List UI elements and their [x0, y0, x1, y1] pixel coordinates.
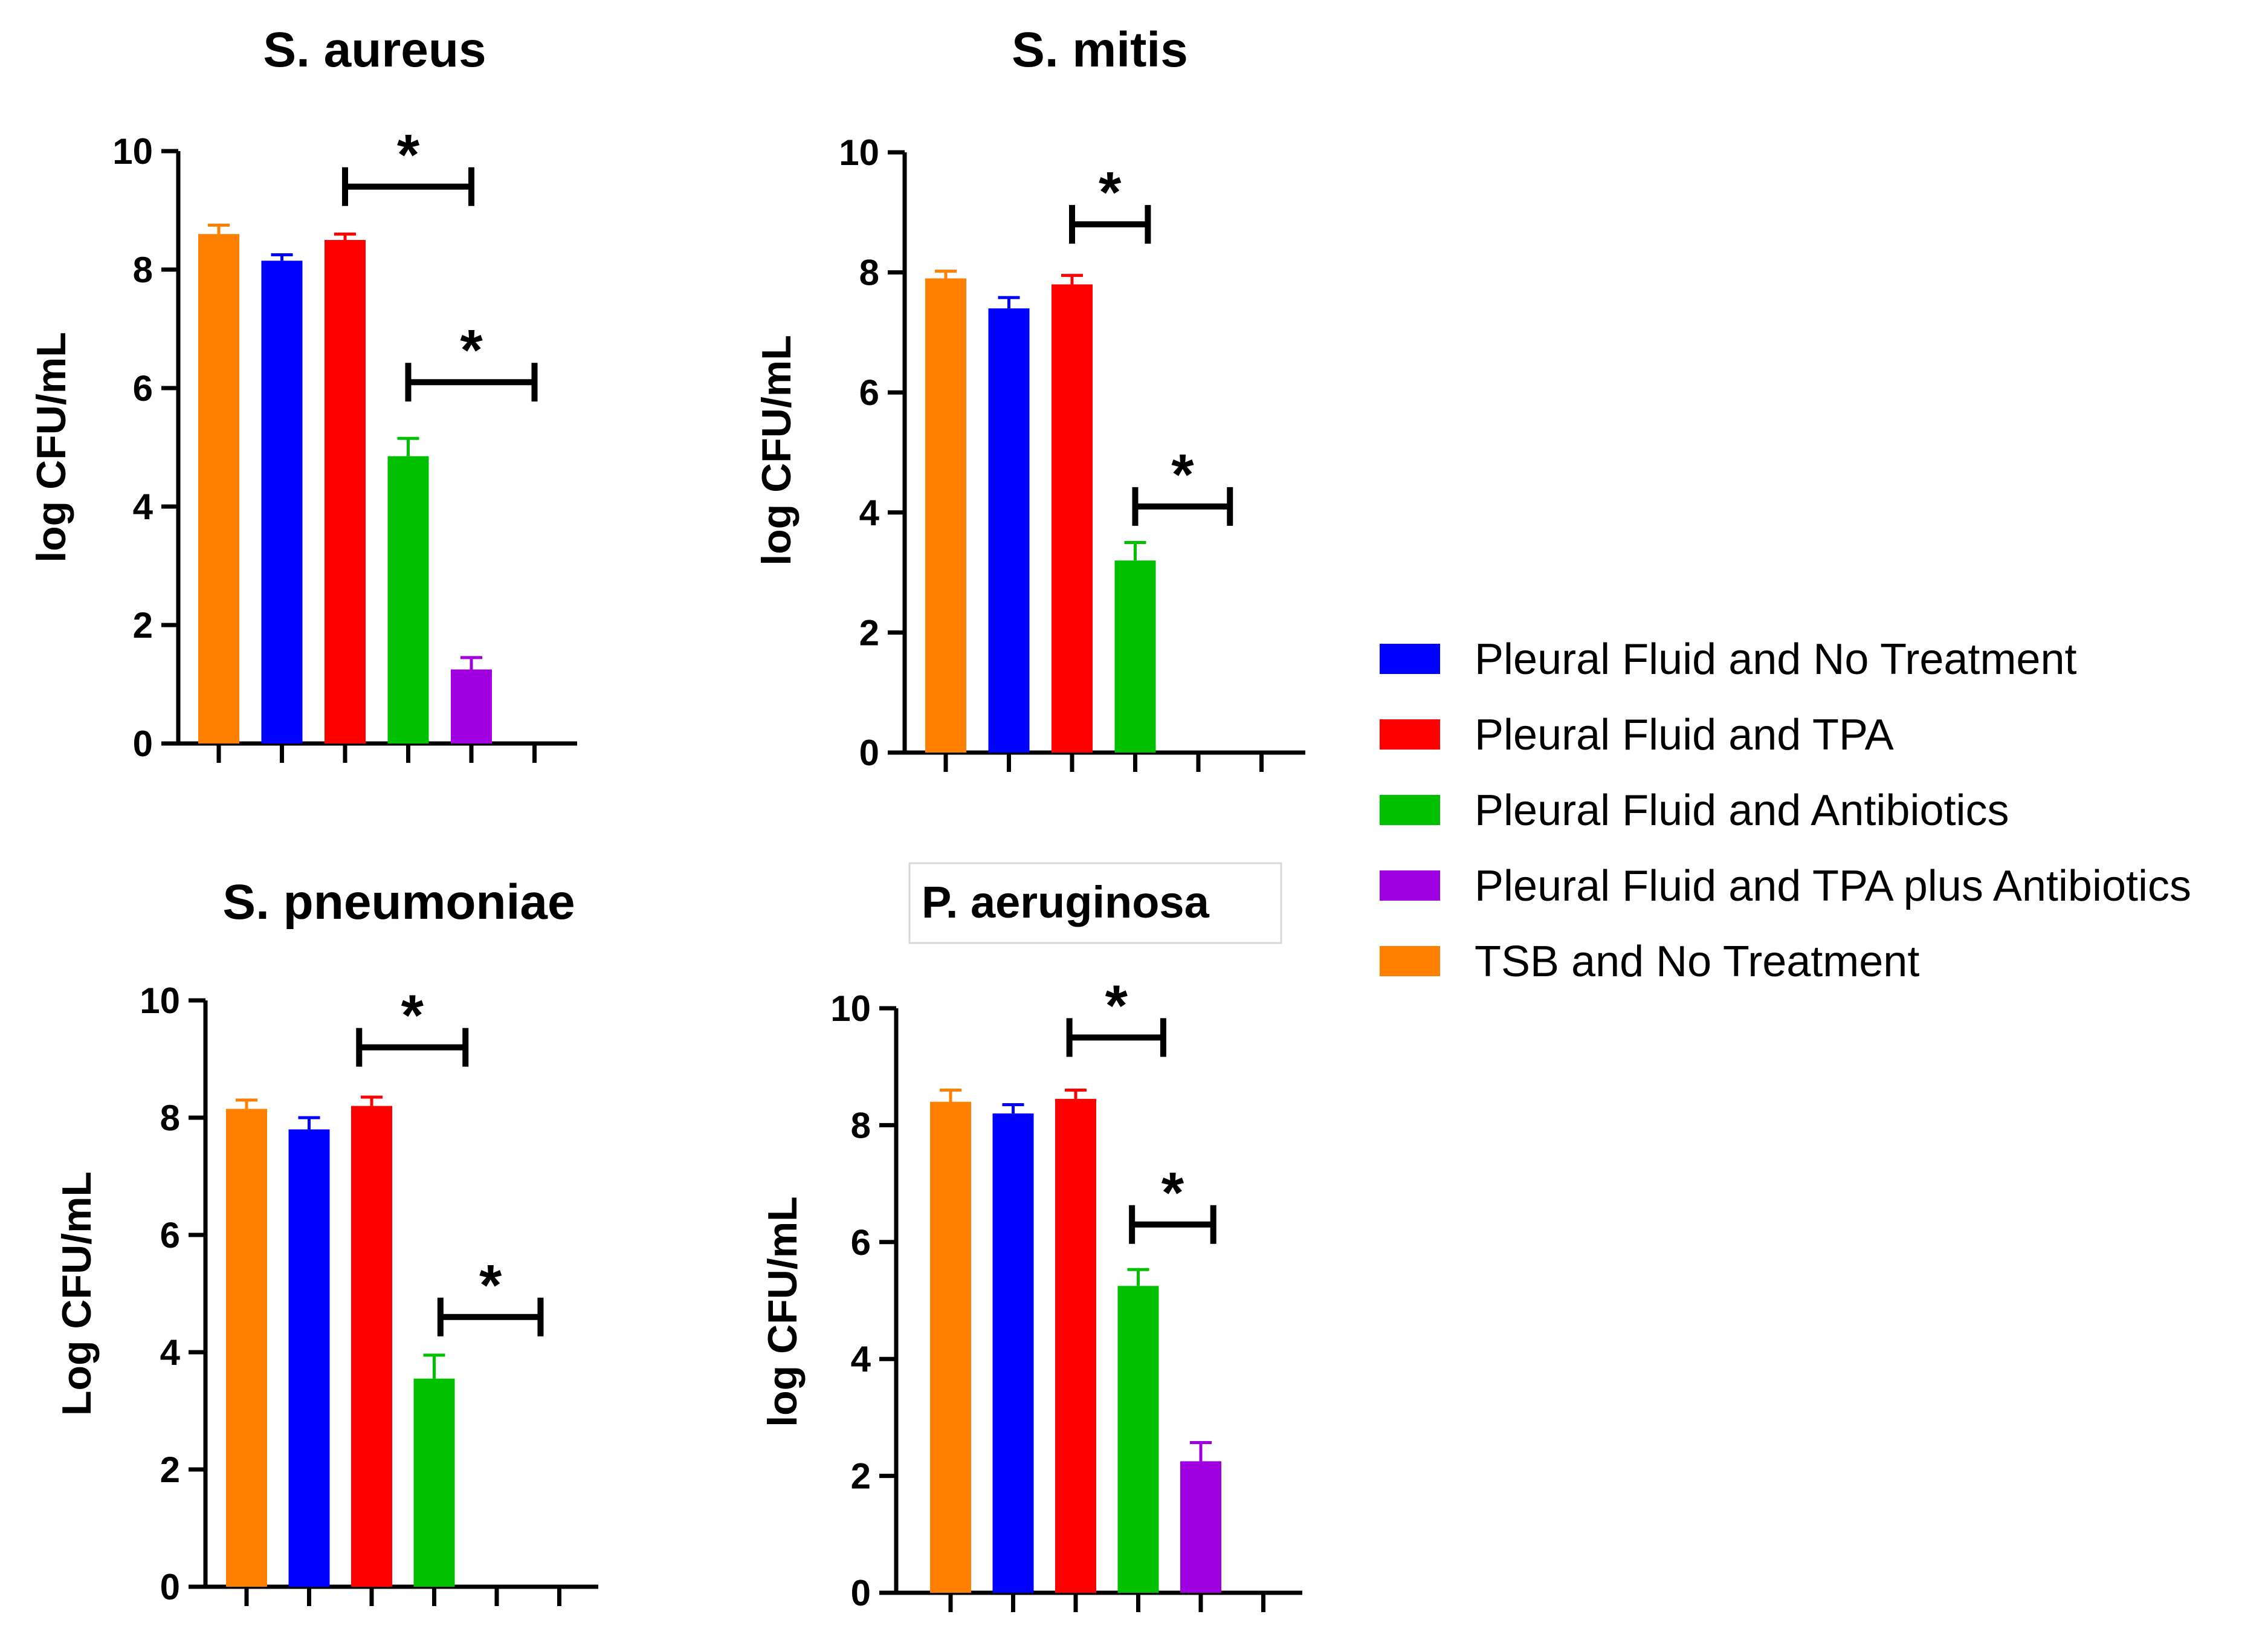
- bar: [1055, 1098, 1096, 1593]
- bar: [198, 234, 239, 744]
- y-tick-label: 6: [859, 372, 879, 413]
- y-axis-label: log CFU/mL: [754, 335, 800, 566]
- y-tick-label: 8: [133, 250, 153, 290]
- bar: [261, 261, 303, 744]
- legend-item: Pleural Fluid and TPA plus Antibiotics: [1380, 862, 2191, 910]
- legend-swatch-antibiotics: [1380, 795, 1440, 825]
- panel-s-mitis: S. mitis log CFU/mL 0 2 4 6 8 10 * *: [754, 22, 1305, 773]
- bar: [387, 456, 429, 744]
- bar: [925, 278, 966, 753]
- y-tick-label: 10: [140, 980, 180, 1021]
- significance-star: *: [1171, 442, 1194, 507]
- significance-star: *: [1161, 1161, 1184, 1225]
- legend-swatch-tpa: [1380, 719, 1440, 750]
- legend-swatch-tsb: [1380, 946, 1440, 976]
- chart-title: S. mitis: [1012, 22, 1188, 77]
- legend-swatch-tpa-plus-antibiotics: [1380, 870, 1440, 901]
- bar: [288, 1129, 330, 1587]
- bar: [988, 308, 1030, 753]
- y-tick-label: 6: [851, 1222, 871, 1263]
- plot-area: 0 2 4 6 8 10 * *: [830, 973, 1302, 1613]
- y-axis-label: log CFU/mL: [28, 332, 74, 563]
- y-tick-label: 8: [859, 253, 879, 293]
- legend-label: Pleural Fluid and TPA: [1475, 711, 1894, 759]
- bar: [1180, 1461, 1221, 1593]
- legend-item: Pleural Fluid and No Treatment: [1380, 635, 2077, 684]
- y-tick-label: 2: [859, 612, 879, 653]
- significance-star: *: [401, 983, 424, 1048]
- y-tick-label: 0: [160, 1567, 180, 1607]
- y-tick-label: 4: [133, 487, 153, 527]
- y-tick-label: 10: [839, 132, 879, 173]
- bar: [1117, 1286, 1159, 1593]
- y-tick-label: 0: [859, 733, 879, 773]
- bar: [226, 1109, 267, 1587]
- y-tick-label: 4: [160, 1332, 181, 1373]
- y-tick-label: 2: [160, 1450, 180, 1490]
- y-tick-label: 8: [851, 1105, 871, 1145]
- panel-p-aeruginosa: P. aeruginosa log CFU/mL 0 2 4 6 8 10 * *: [760, 862, 1302, 1613]
- significance-star: *: [479, 1253, 502, 1318]
- y-tick-label: 0: [851, 1573, 871, 1613]
- y-tick-label: 6: [133, 368, 153, 409]
- y-tick-label: 2: [851, 1456, 871, 1497]
- y-tick-label: 4: [851, 1339, 871, 1379]
- panel-s-aureus: S. aureus log CFU/mL 0 2 4 6 8 10 * *: [28, 22, 577, 764]
- y-tick-label: 8: [160, 1098, 180, 1138]
- legend-label: Pleural Fluid and Antibiotics: [1475, 786, 2009, 835]
- y-tick-label: 6: [160, 1215, 180, 1255]
- y-tick-label: 4: [859, 493, 880, 533]
- bar: [451, 669, 492, 744]
- bar: [1052, 284, 1093, 753]
- y-axis-label: log CFU/mL: [760, 1196, 806, 1427]
- legend-item: Pleural Fluid and TPA: [1380, 711, 1894, 759]
- y-tick-label: 10: [112, 131, 153, 172]
- y-tick-label: 0: [133, 724, 153, 764]
- plot-area: 0 2 4 6 8 10 * *: [112, 123, 577, 764]
- plot-area: 0 2 4 6 8 10 * *: [140, 980, 598, 1607]
- bar: [992, 1113, 1034, 1593]
- bar: [413, 1378, 455, 1587]
- legend-item: Pleural Fluid and Antibiotics: [1380, 786, 2009, 835]
- chart-title: S. pneumoniae: [222, 875, 575, 930]
- legend-label: Pleural Fluid and TPA plus Antibiotics: [1475, 862, 2191, 910]
- legend-label: TSB and No Treatment: [1475, 938, 1919, 986]
- y-axis-label: Log CFU/mL: [54, 1171, 100, 1416]
- bar: [325, 240, 366, 744]
- panel-s-pneumoniae: S. pneumoniae Log CFU/mL 0 2 4 6 8 10 * *: [54, 875, 598, 1607]
- bar: [351, 1106, 392, 1587]
- significance-star: *: [460, 318, 483, 383]
- chart-title: P. aeruginosa: [922, 877, 1210, 927]
- bar: [930, 1101, 971, 1593]
- chart-title: S. aureus: [263, 22, 486, 77]
- title-box: [908, 862, 1282, 944]
- legend-label: Pleural Fluid and No Treatment: [1475, 635, 2077, 684]
- significance-star: *: [397, 123, 420, 187]
- y-tick-label: 2: [133, 605, 153, 646]
- legend-item: TSB and No Treatment: [1380, 938, 1919, 986]
- legend: Pleural Fluid and No Treatment Pleural F…: [1380, 635, 2191, 986]
- legend-swatch-no-treatment: [1380, 644, 1440, 674]
- significance-star: *: [1099, 160, 1122, 225]
- y-tick-label: 10: [830, 988, 871, 1029]
- significance-star: *: [1105, 973, 1128, 1038]
- bar: [1114, 560, 1156, 753]
- plot-area: 0 2 4 6 8 10 * *: [839, 132, 1305, 773]
